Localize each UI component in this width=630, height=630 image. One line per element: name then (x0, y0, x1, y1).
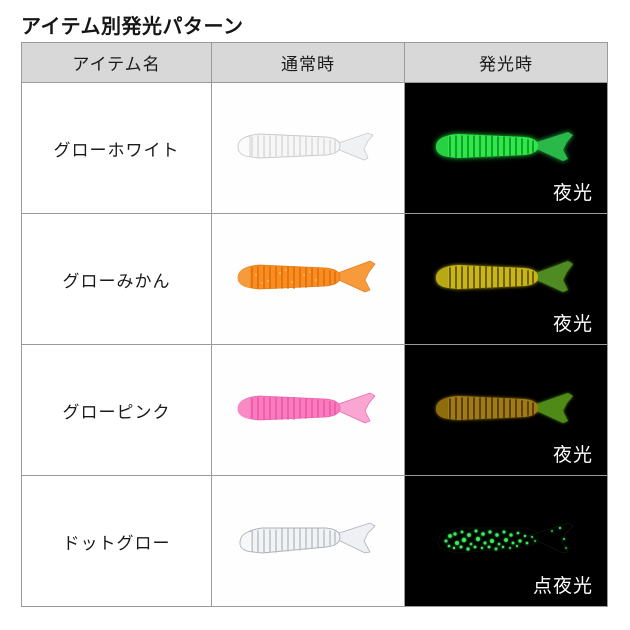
normal-state-cell (212, 345, 405, 475)
column-header-normal: 通常時 (212, 43, 405, 82)
glow-state-cell: 点夜光 (405, 476, 607, 606)
table-row: グローピンク (22, 345, 607, 476)
table-body: グローホワイト (22, 83, 607, 606)
lure-svg (436, 393, 573, 423)
glow-state-cell: 夜光 (405, 214, 607, 344)
item-name-cell: ドットグロー (22, 476, 212, 606)
lure-svg (239, 522, 376, 554)
soft-lure-white-icon (212, 83, 404, 213)
table-row: ドットグロー (22, 476, 607, 606)
item-name-cell: グローホワイト (22, 83, 212, 213)
lure-svg (436, 132, 573, 161)
lure-svg (237, 132, 374, 161)
page-title: アイテム別発光パターン (21, 14, 244, 38)
soft-lure-glow-dots-icon (405, 476, 607, 606)
lure-svg (436, 261, 573, 292)
table-header-row: アイテム名 通常時 発光時 (22, 43, 607, 83)
glow-pattern-table: アイテム名 通常時 発光時 グローホワイト (21, 42, 608, 607)
glow-label: 夜光 (552, 313, 593, 335)
item-name-cell: グローピンク (22, 345, 212, 475)
lure-svg (437, 522, 574, 554)
glow-state-cell: 夜光 (405, 345, 607, 475)
glow-state-cell: 夜光 (405, 83, 607, 213)
column-header-glow: 発光時 (405, 43, 607, 82)
glow-label: 夜光 (552, 182, 593, 204)
lure-svg (237, 392, 376, 424)
glow-label: 点夜光 (532, 575, 593, 597)
soft-lure-glow-yellow-icon (405, 214, 607, 344)
table-row: グローホワイト (22, 83, 607, 214)
normal-state-cell (212, 214, 405, 344)
soft-lure-glow-green-icon (405, 83, 607, 213)
column-header-item-name: アイテム名 (22, 43, 212, 82)
soft-lure-clear-icon (212, 476, 404, 606)
normal-state-cell (212, 476, 405, 606)
normal-state-cell (212, 83, 405, 213)
table-row: グローみかん (22, 214, 607, 345)
item-name-cell: グローみかん (22, 214, 212, 344)
soft-lure-orange-icon (212, 214, 404, 344)
soft-lure-glow-olive-icon (405, 345, 607, 475)
lure-svg (237, 260, 376, 293)
glow-label: 夜光 (552, 444, 593, 466)
soft-lure-pink-icon (212, 345, 404, 475)
